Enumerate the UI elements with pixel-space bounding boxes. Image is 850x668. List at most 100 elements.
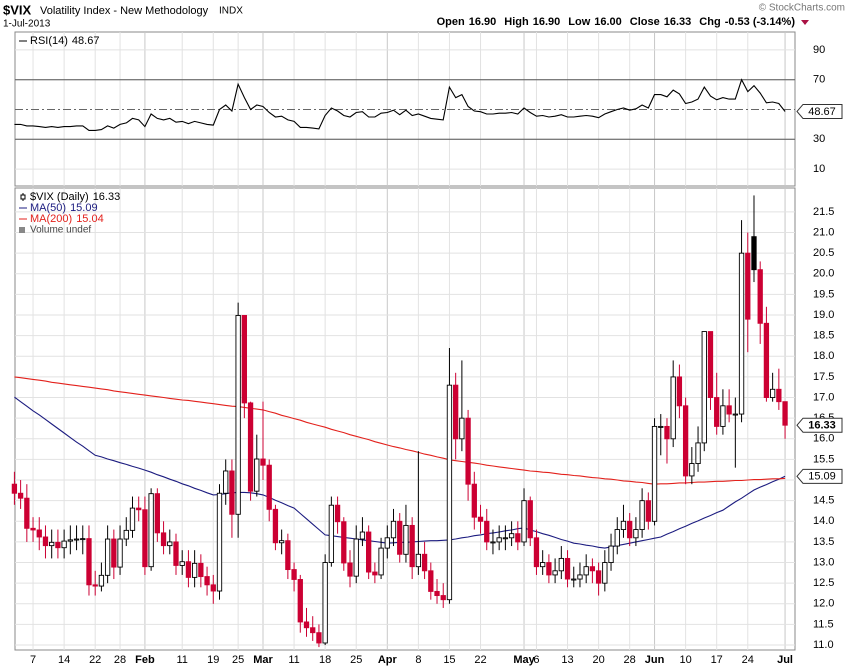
candle-body: [403, 524, 409, 555]
x-tick-label: 22: [474, 654, 486, 666]
candle-body: [67, 539, 73, 542]
candle-body: [583, 566, 589, 576]
quote: Open 16.90 High 16.90 Low 16.00 Close 16.33 Chg -…: [437, 16, 796, 28]
candle-body: [61, 540, 67, 549]
candle-body: [92, 584, 98, 587]
x-tick-label: 28: [624, 654, 636, 666]
y-tick-label: 10: [813, 163, 825, 175]
candle-body: [372, 571, 378, 576]
candle-body: [533, 537, 540, 568]
candle-body: [241, 315, 248, 404]
candle-body: [291, 569, 297, 580]
copyright: © StockCharts.com: [759, 3, 845, 14]
candle-body: [316, 632, 322, 644]
candle-body: [595, 570, 602, 584]
candle-body: [210, 584, 216, 592]
legend-icon: [20, 194, 26, 200]
y-tick-label: 30: [813, 133, 825, 145]
candle-body: [720, 405, 726, 427]
quote-label: Close: [630, 16, 660, 28]
x-tick-label: 15: [443, 654, 455, 666]
marks: [11, 78, 788, 648]
candle-body: [247, 402, 254, 492]
candle-body: [397, 520, 403, 555]
candle-body: [73, 538, 80, 541]
candle-body: [732, 413, 738, 416]
candle-body: [776, 388, 782, 403]
candle-body: [104, 538, 111, 576]
candle-body: [216, 492, 223, 592]
candle-body: [620, 520, 627, 530]
x-tick-label: May: [513, 654, 535, 666]
candle-body: [154, 493, 160, 534]
last-value-box: [796, 103, 843, 119]
quote-label: High: [504, 16, 529, 28]
legend-name: $VIX (Daily): [30, 191, 89, 203]
candle-body: [36, 529, 42, 538]
candle-body: [160, 532, 167, 547]
y-tick-label: 19.5: [813, 288, 834, 300]
quote-label: Open: [437, 16, 465, 28]
candle-body: [664, 425, 670, 440]
candle-body: [266, 464, 272, 510]
legend-entry: MA(50) 15.09: [30, 202, 98, 214]
candle-body: [490, 541, 496, 544]
candle-body: [353, 538, 359, 577]
candle-body: [614, 529, 620, 547]
rsi-line: [14, 78, 786, 131]
candle-body: [117, 538, 123, 568]
candle-body: [378, 547, 384, 576]
candle-body: [670, 376, 676, 440]
last-value-label: 48.67: [808, 106, 836, 118]
candle-body: [726, 405, 732, 415]
y-tick-label: 13.5: [813, 536, 834, 548]
quote-value: 16.33: [664, 16, 692, 28]
candle-body: [285, 540, 291, 571]
candle-body: [527, 500, 533, 539]
candle-body: [409, 524, 415, 568]
legend-value: 15.04: [76, 213, 104, 225]
candle-body: [49, 541, 55, 547]
y-tick-label: 16.0: [813, 433, 834, 445]
quote-value: 16.90: [469, 16, 497, 28]
candle-body: [521, 500, 527, 543]
exchange: INDX: [219, 6, 243, 17]
candle-body: [322, 562, 328, 644]
candle-body: [645, 500, 651, 522]
candle-body: [782, 401, 788, 426]
candle-body: [676, 376, 683, 407]
x-tick-label: 22: [89, 654, 101, 666]
y-tick-label: 11.0: [813, 639, 834, 651]
legend-name: MA(50): [30, 202, 66, 214]
legend-entry: MA(200) 15.04: [30, 213, 104, 225]
candle-body: [310, 627, 316, 634]
candle-body: [714, 397, 720, 427]
candle-body: [254, 458, 260, 492]
candle-body: [502, 537, 509, 540]
candle-body: [552, 570, 558, 576]
x-tick-label: 13: [561, 654, 573, 666]
candle-body: [30, 527, 36, 531]
candle-body: [757, 269, 763, 324]
x-tick-label: 18: [319, 654, 331, 666]
candle-body: [465, 417, 471, 485]
candle-body: [17, 492, 24, 499]
candle-body: [651, 425, 658, 522]
candle-body: [136, 507, 142, 511]
quote-label: Chg: [699, 16, 720, 28]
legend-value: 15.09: [70, 202, 98, 214]
x-tick-label: Apr: [378, 654, 398, 666]
x-tick-label: 11: [288, 654, 299, 666]
candle-body: [390, 520, 397, 539]
legend-entry: $VIX (Daily) 16.33: [30, 191, 120, 203]
candle-body: [434, 590, 440, 596]
candle-body: [484, 520, 490, 543]
candle-body: [602, 562, 608, 584]
candle-body: [303, 621, 310, 629]
candle-body: [421, 553, 428, 572]
candle-body: [707, 331, 714, 398]
candle-body: [98, 574, 105, 587]
y-tick-label: 21.5: [813, 206, 834, 218]
candle-body: [328, 504, 335, 563]
